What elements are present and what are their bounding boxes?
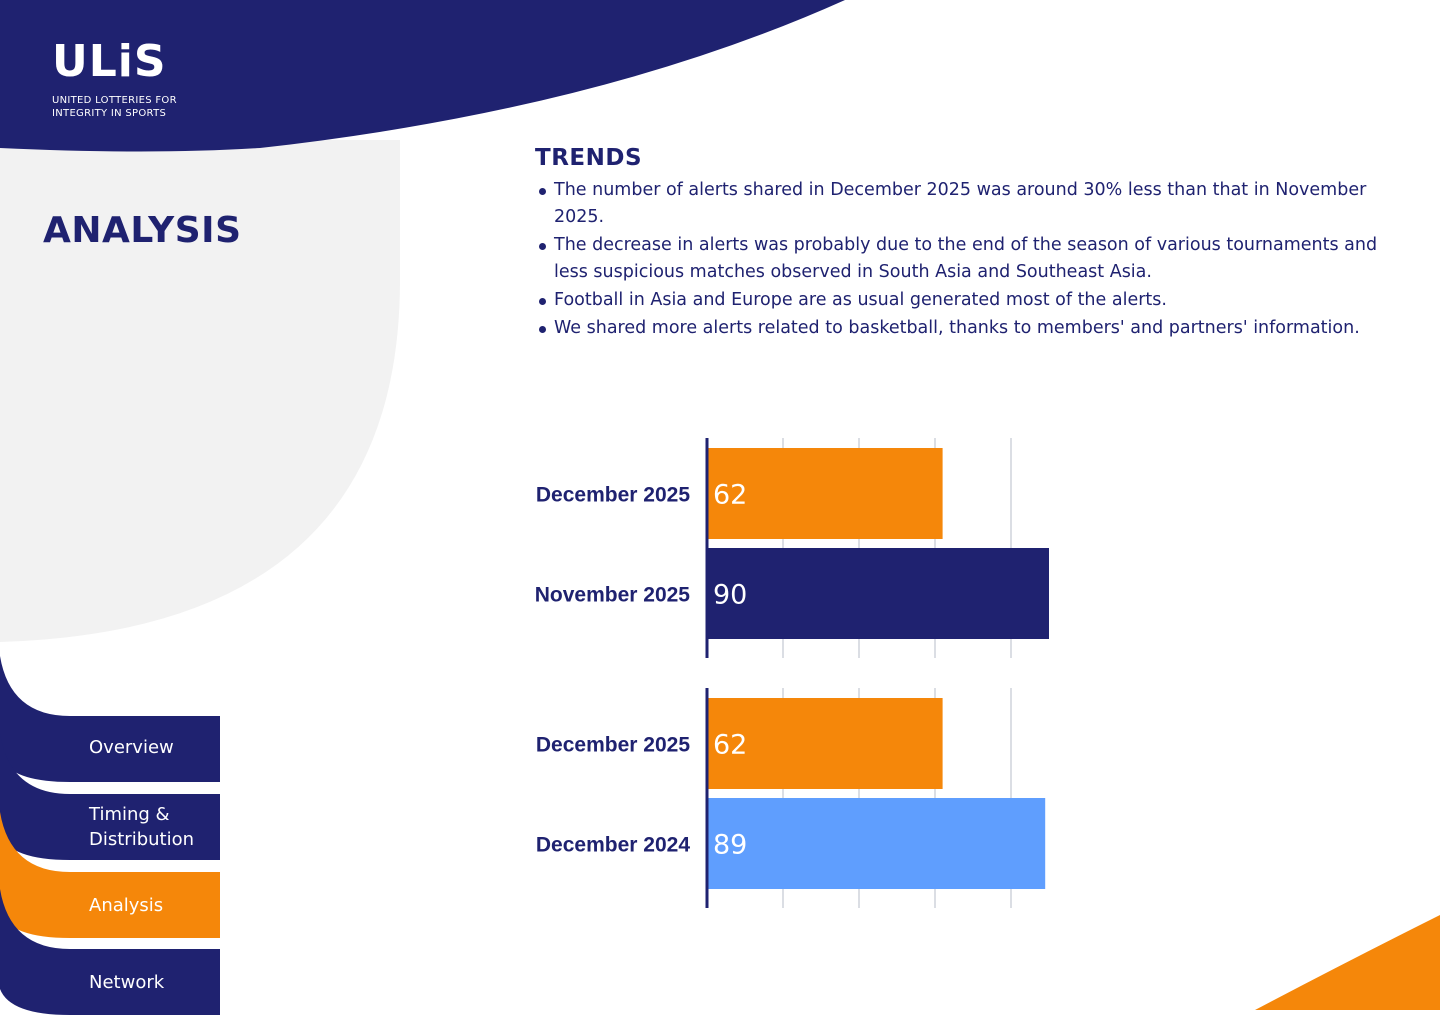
bar-chart-year-comparison: December 2025 62 December 2024 89	[536, 688, 1046, 908]
nav-tab-shape	[0, 734, 220, 860]
trends-bullet: We shared more alerts related to basketb…	[535, 315, 1415, 342]
nav-label: Overview	[89, 737, 174, 758]
nav-tab-shape	[0, 656, 220, 782]
nav-label: Network	[89, 972, 165, 993]
nav-tab-analysis[interactable]: Analysis	[0, 812, 220, 938]
bullet-dot-icon	[539, 243, 546, 250]
corner-orange-shape	[1255, 915, 1440, 1010]
data-label: 62	[713, 730, 747, 761]
bar	[707, 798, 1046, 889]
nav-tab-shape	[0, 812, 220, 938]
header-navy-wave	[0, 0, 845, 152]
nav-tab-timing-distribution[interactable]: Timing & Distribution	[0, 734, 220, 860]
nav-tab-overview[interactable]: Overview	[0, 656, 220, 782]
trends-title: TRENDS	[535, 145, 643, 171]
nav-tab-shape	[0, 889, 220, 1015]
gray-side-panel	[0, 140, 400, 642]
page-title: ANALYSIS	[43, 210, 242, 251]
data-label: 89	[713, 830, 747, 861]
trends-section: TRENDS The number of alerts shared in De…	[535, 145, 1415, 343]
ulis-logo[interactable]: ULiS UNITED LOTTERIES FOR INTEGRITY IN S…	[52, 40, 212, 120]
data-label: 62	[713, 480, 747, 511]
bar	[707, 698, 943, 789]
trends-bullet: The number of alerts shared in December …	[535, 177, 1415, 231]
nav-label: Timing & Distribution	[89, 804, 195, 850]
logo-tagline: UNITED LOTTERIES FOR INTEGRITY IN SPORTS	[52, 95, 177, 119]
trends-bullet: The decrease in alerts was probably due …	[535, 232, 1415, 286]
trends-list: The number of alerts shared in December …	[535, 177, 1415, 342]
category-label: December 2025	[536, 734, 690, 757]
data-label: 90	[713, 580, 747, 611]
bullet-dot-icon	[539, 188, 546, 195]
bar	[707, 448, 943, 539]
category-label: December 2025	[536, 484, 690, 507]
bullet-dot-icon	[539, 298, 546, 305]
category-label: November 2025	[535, 584, 691, 607]
trends-bullet: Football in Asia and Europe are as usual…	[535, 287, 1415, 314]
bar-chart-month-comparison: December 2025 62 November 2025 90	[535, 438, 1049, 658]
nav-label: Analysis	[89, 895, 164, 916]
bullet-dot-icon	[539, 326, 546, 333]
category-label: December 2024	[536, 834, 690, 857]
logo-wordmark: ULiS	[52, 36, 167, 87]
nav-tab-network[interactable]: Network	[0, 889, 220, 1015]
bar	[707, 548, 1049, 639]
